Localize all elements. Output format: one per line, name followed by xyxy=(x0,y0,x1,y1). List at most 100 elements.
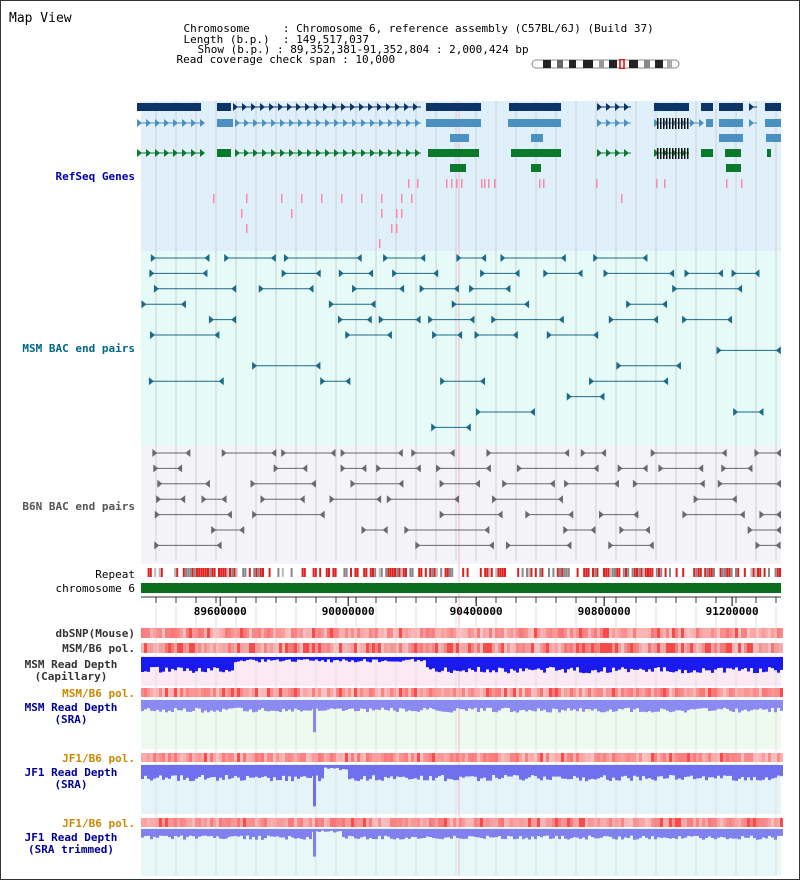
read-depth-bar xyxy=(363,765,366,777)
polymorphism-cell xyxy=(195,753,198,762)
polymorphism-cell xyxy=(507,753,510,762)
gene-block xyxy=(766,134,781,142)
read-depth-bar xyxy=(582,829,585,838)
read-depth-bar xyxy=(753,657,756,674)
track-label-msm-depth-capillary[interactable]: MSM Read Depth (Capillary) xyxy=(6,659,136,683)
polymorphism-cell xyxy=(639,753,642,762)
polymorphism-cell xyxy=(714,688,717,697)
track-label-msm-pol-1[interactable]: MSM/B6 pol. xyxy=(62,642,135,655)
polymorphism-cell xyxy=(426,628,429,638)
bac-end-arrow xyxy=(361,464,367,473)
polymorphism-cell xyxy=(249,818,252,827)
polymorphism-cell xyxy=(738,628,741,638)
repeat-mark xyxy=(398,568,401,577)
polymorphism-cell xyxy=(513,643,516,653)
bac-end-arrow xyxy=(593,464,599,473)
bac-end-arrow xyxy=(653,315,659,324)
polymorphism-cell xyxy=(741,628,744,638)
read-depth-bar xyxy=(459,829,462,839)
polymorphism-cell xyxy=(546,753,549,762)
read-depth-bar xyxy=(561,700,564,710)
track-label-refseq[interactable]: RefSeq Genes xyxy=(55,170,135,183)
polymorphism-cell xyxy=(213,753,216,762)
polymorphism-cell xyxy=(333,688,336,697)
read-depth-bar xyxy=(762,657,765,673)
chromosome-ideogram[interactable] xyxy=(531,54,681,70)
repeat-mark xyxy=(587,568,590,577)
polymorphism-cell xyxy=(372,628,375,638)
bac-end-arrow xyxy=(366,315,372,324)
polymorphism-cell xyxy=(213,628,216,638)
read-depth-bar xyxy=(525,829,528,838)
read-depth-bar xyxy=(192,829,195,837)
polymorphism-cell xyxy=(372,688,375,697)
polymorphism-cell xyxy=(528,628,531,638)
read-depth-bar xyxy=(732,765,735,781)
repeat-mark xyxy=(424,568,427,577)
repeat-mark xyxy=(757,568,759,577)
read-depth-bar xyxy=(648,829,651,840)
polymorphism-cell xyxy=(210,818,213,827)
read-depth-bar xyxy=(516,657,519,673)
polymorphism-cell xyxy=(321,643,324,653)
track-label-msm-depth-sra[interactable]: MSM Read Depth (SRA) xyxy=(6,702,136,726)
track-label-b6n-bac[interactable]: B6N BAC end pairs xyxy=(22,500,135,513)
polymorphism-cell xyxy=(753,753,756,762)
track-label-jf1-depth-sra[interactable]: JF1 Read Depth (SRA) xyxy=(6,767,136,791)
read-depth-bar xyxy=(720,657,723,668)
read-depth-bar xyxy=(327,829,330,832)
bac-end-arrow xyxy=(449,449,455,457)
track-label-chromosome[interactable]: chromosome 6 xyxy=(55,582,135,595)
track-label-jf1-pol-1[interactable]: JF1/B6 pol. xyxy=(62,752,135,765)
track-label-msm-bac[interactable]: MSM BAC end pairs xyxy=(22,342,135,355)
read-depth-bar xyxy=(597,700,600,712)
gene-block xyxy=(426,103,481,111)
read-depth-bar xyxy=(327,765,330,769)
read-depth-bar xyxy=(378,829,381,836)
read-depth-bar xyxy=(621,700,624,710)
read-depth-bar xyxy=(777,829,780,836)
polymorphism-cell xyxy=(354,688,357,697)
polymorphism-cell xyxy=(243,818,246,827)
read-depth-bar xyxy=(477,657,480,667)
read-depth-bar xyxy=(531,700,534,711)
read-depth-bar xyxy=(174,765,177,776)
polymorphism-cell xyxy=(306,688,309,697)
read-depth-bar xyxy=(690,765,693,776)
read-depth-bar xyxy=(594,829,597,839)
gene-arrow xyxy=(415,119,420,127)
track-label-jf1-pol-2[interactable]: JF1/B6 pol. xyxy=(62,817,135,830)
read-depth-bar xyxy=(396,700,399,712)
gene-arrow xyxy=(280,119,285,127)
read-depth-bar xyxy=(246,700,249,712)
track-label-jf1-depth-trimmed[interactable]: JF1 Read Depth (SRA trimmed) xyxy=(6,832,136,856)
polymorphism-cell xyxy=(150,688,153,697)
bac-end-arrow xyxy=(644,526,650,534)
snp-mark xyxy=(621,194,623,203)
read-depth-bar xyxy=(165,700,168,713)
bac-end-arrow xyxy=(433,269,439,278)
read-depth-bar xyxy=(285,829,288,840)
polymorphism-cell xyxy=(600,688,603,697)
read-depth-bar xyxy=(621,765,624,777)
polymorphism-cell xyxy=(582,643,585,653)
polymorphism-cell xyxy=(300,753,303,762)
repeat-mark xyxy=(704,568,707,577)
gene-block xyxy=(726,164,741,172)
repeat-mark xyxy=(449,568,451,577)
read-depth-bar xyxy=(759,657,762,669)
polymorphism-cell xyxy=(183,753,186,762)
read-depth-bar xyxy=(735,829,738,839)
read-depth-spike xyxy=(313,829,316,857)
gene-arrow xyxy=(235,149,240,157)
bac-end-arrow xyxy=(383,254,389,262)
track-label-dbsnp[interactable]: dbSNP(Mouse) xyxy=(55,627,135,640)
polymorphism-cell xyxy=(666,818,669,827)
polymorphism-cell xyxy=(462,628,465,638)
polymorphism-cell xyxy=(255,688,258,697)
track-label-repeat[interactable]: Repeat xyxy=(95,568,135,581)
gene-arrow xyxy=(388,149,393,157)
read-depth-bar xyxy=(705,765,708,781)
track-label-msm-pol-2[interactable]: MSM/B6 pol. xyxy=(62,687,135,700)
